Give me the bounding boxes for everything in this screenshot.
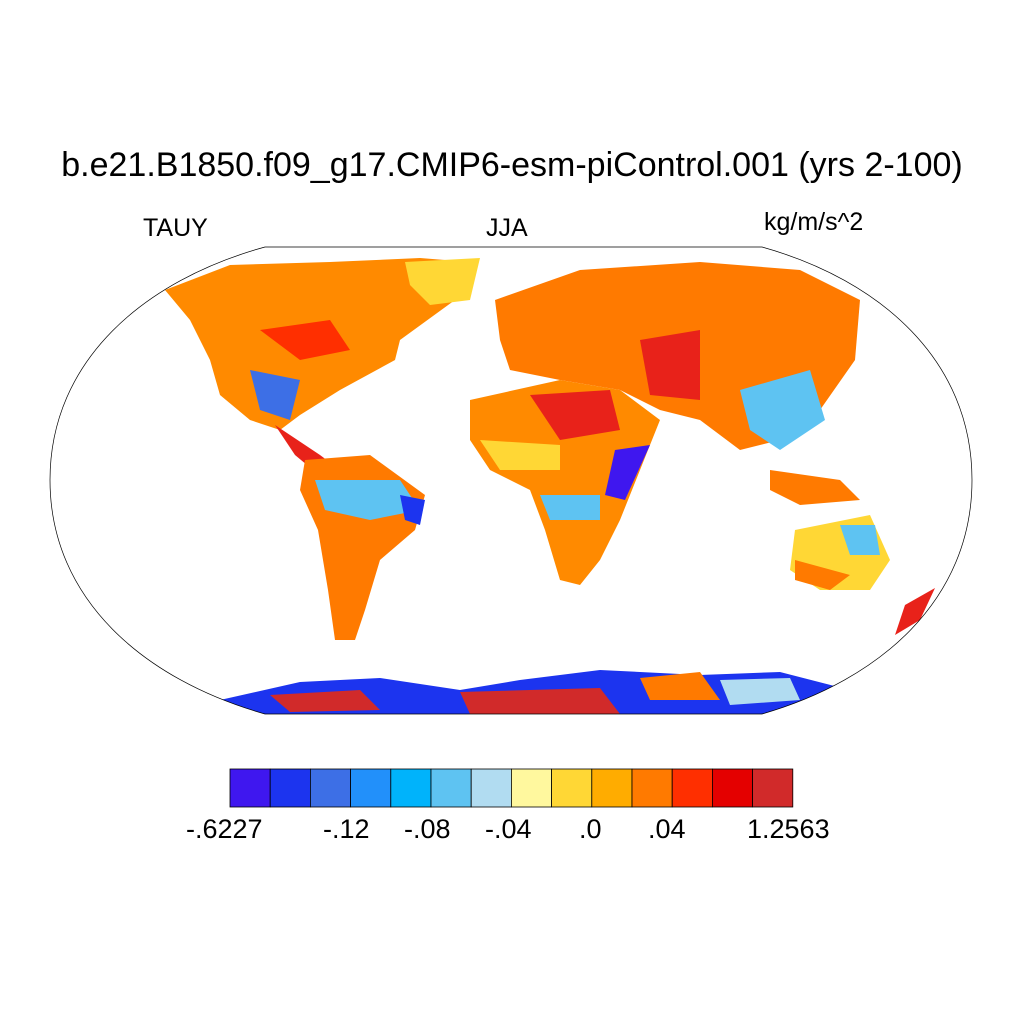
- colorbar-label-neg004: -.04: [485, 814, 532, 844]
- colorbar-swatch: [430, 768, 472, 808]
- colorbar-label-min: -.6227: [186, 814, 263, 844]
- indonesia: [770, 470, 860, 505]
- new-zealand: [895, 588, 935, 635]
- colorbar-swatch: [712, 768, 754, 808]
- africa-hot: [530, 390, 620, 440]
- map-title: b.e21.B1850.f09_g17.CMIP6-esm-piControl.…: [61, 146, 963, 184]
- variable-label: TAUY: [143, 214, 208, 242]
- colorbar-swatch: [510, 768, 552, 808]
- colorbar-label-004: .04: [648, 814, 686, 844]
- colorbar-swatch: [350, 768, 392, 808]
- antarctica-orange: [640, 672, 720, 700]
- asia-cool: [740, 370, 825, 450]
- colorbar-swatch: [309, 768, 351, 808]
- australia-cool: [840, 525, 880, 555]
- africa-blue: [605, 445, 650, 500]
- colorbar-swatch: [631, 768, 673, 808]
- south-america-blue: [400, 495, 425, 525]
- colorbar-swatch: [470, 768, 512, 808]
- antarctica-red-west: [270, 690, 380, 712]
- colorbar-label-neg008: -.08: [404, 814, 451, 844]
- australia-orange: [795, 560, 850, 590]
- map-fill: [165, 258, 935, 714]
- greenland: [405, 258, 480, 305]
- season-label: JJA: [486, 214, 528, 242]
- north-america-cool: [250, 370, 300, 420]
- antarctica-red-center: [460, 688, 620, 714]
- colorbar-swatch: [229, 768, 271, 808]
- colorbar-swatch: [671, 768, 713, 808]
- colorbar-label-max: 1.2563: [747, 814, 830, 844]
- africa-cool: [540, 495, 600, 520]
- colorbar-label-zero: .0: [579, 814, 602, 844]
- africa-yellow: [480, 440, 560, 470]
- globe-outline: [49, 246, 973, 715]
- colorbar-swatch: [551, 768, 593, 808]
- colorbar: [229, 768, 794, 808]
- asia-hot: [640, 330, 700, 400]
- north-america-hot: [260, 320, 350, 360]
- colorbar-swatch: [269, 768, 311, 808]
- antarctica-light: [720, 678, 800, 705]
- colorbar-swatch: [752, 768, 794, 808]
- colorbar-swatch: [591, 768, 633, 808]
- colorbar-label-neg012: -.12: [323, 814, 370, 844]
- south-america-cool: [315, 480, 420, 520]
- colorbar-swatch: [390, 768, 432, 808]
- units-label: kg/m/s^2: [764, 208, 864, 236]
